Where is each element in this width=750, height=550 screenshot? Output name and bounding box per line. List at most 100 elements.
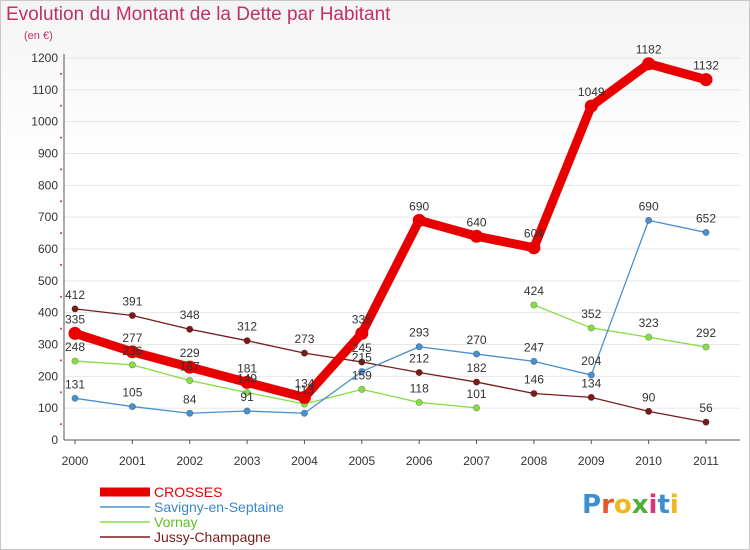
x-tick-label: 2003 (234, 454, 261, 468)
data-label: 212 (409, 352, 429, 366)
data-label: 56 (699, 401, 713, 415)
data-point (355, 326, 369, 340)
data-point (128, 361, 136, 369)
data-point (186, 376, 194, 384)
data-point (587, 324, 595, 332)
data-point (527, 241, 541, 255)
y-tick-label: 700 (38, 210, 58, 224)
data-label: 270 (467, 333, 487, 347)
data-label: 273 (294, 332, 314, 346)
logo-letter: P (582, 490, 602, 520)
data-label: 248 (65, 340, 85, 354)
data-point (473, 378, 481, 386)
x-tick-label: 2005 (348, 454, 375, 468)
x-tick-label: 2009 (578, 454, 605, 468)
data-point (243, 407, 251, 415)
x-tick-label: 2008 (521, 454, 548, 468)
logo-letter: i (669, 490, 679, 520)
y-tick-label: 1000 (31, 115, 58, 129)
data-point (470, 229, 484, 243)
data-point (415, 369, 423, 377)
data-point (645, 216, 653, 224)
y-tick-label: 100 (38, 401, 58, 415)
data-label: 652 (696, 211, 716, 225)
minor-tick (60, 391, 62, 394)
legend-item-label: CROSSES (154, 484, 223, 500)
data-point (415, 343, 423, 351)
x-tick-label: 2000 (62, 454, 89, 468)
data-point (128, 312, 136, 320)
data-point (699, 73, 713, 87)
minor-tick (60, 295, 62, 298)
x-tick-label: 2007 (463, 454, 490, 468)
data-label: 159 (352, 368, 372, 382)
data-label: 292 (696, 326, 716, 340)
x-tick-label: 2011 (693, 454, 719, 468)
logo-letter: o (613, 490, 632, 520)
data-label: 182 (467, 361, 487, 375)
data-point (473, 404, 481, 412)
y-tick-label: 600 (38, 242, 58, 256)
data-point (473, 350, 481, 358)
legend-item-label: Jussy-Champagne (154, 529, 271, 545)
data-label: 412 (65, 288, 85, 302)
data-point (415, 398, 423, 406)
data-label: 181 (237, 361, 257, 375)
data-point (300, 349, 308, 357)
data-label: 84 (183, 392, 197, 406)
data-point (358, 368, 366, 376)
y-tick-label: 800 (38, 178, 58, 192)
y-tick-label: 1200 (31, 51, 58, 65)
data-point (702, 228, 710, 236)
y-tick-label: 200 (38, 369, 58, 383)
x-tick-label: 2004 (291, 454, 318, 468)
minor-tick (60, 423, 62, 426)
data-point (128, 403, 136, 411)
data-label: 146 (524, 373, 544, 387)
data-label: 348 (180, 308, 200, 322)
series-line (74, 360, 478, 409)
minor-tick (60, 72, 62, 75)
data-point (530, 301, 538, 309)
data-point (358, 385, 366, 393)
logo-letter: r (601, 490, 614, 520)
data-label: 118 (410, 381, 429, 395)
x-tick-label: 2010 (635, 454, 662, 468)
data-label: 187 (180, 359, 200, 373)
series-line (74, 308, 707, 423)
data-point (243, 389, 251, 397)
data-label: 204 (581, 354, 601, 368)
legend-item-label: Vornay (154, 514, 198, 530)
y-tick-label: 0 (51, 433, 58, 447)
data-point (125, 345, 139, 359)
data-label: 229 (180, 346, 200, 360)
data-point (71, 305, 79, 313)
data-label: 690 (409, 199, 429, 213)
data-point (702, 343, 710, 351)
data-label: 215 (352, 351, 372, 365)
legend-item-label: Savigny-en-Septaine (154, 499, 284, 515)
minor-tick (60, 359, 62, 362)
minor-tick (60, 136, 62, 139)
data-point (530, 357, 538, 365)
data-label: 1049 (578, 85, 605, 99)
data-point (183, 360, 197, 374)
data-point (68, 326, 82, 340)
y-tick-label: 400 (38, 306, 58, 320)
data-point (587, 393, 595, 401)
data-label: 640 (467, 215, 487, 229)
logo-letter: i (648, 490, 658, 520)
minor-tick (60, 327, 62, 330)
data-point (186, 325, 194, 333)
data-point (186, 409, 194, 417)
data-point (645, 333, 653, 341)
logo-letter: x (631, 490, 649, 520)
data-point (642, 57, 656, 71)
data-point (243, 337, 251, 345)
data-label: 113 (295, 383, 314, 397)
data-label: 293 (409, 326, 429, 340)
data-point (702, 418, 710, 426)
y-tick-label: 300 (38, 338, 58, 352)
data-point (530, 390, 538, 398)
data-label: 134 (294, 376, 314, 390)
